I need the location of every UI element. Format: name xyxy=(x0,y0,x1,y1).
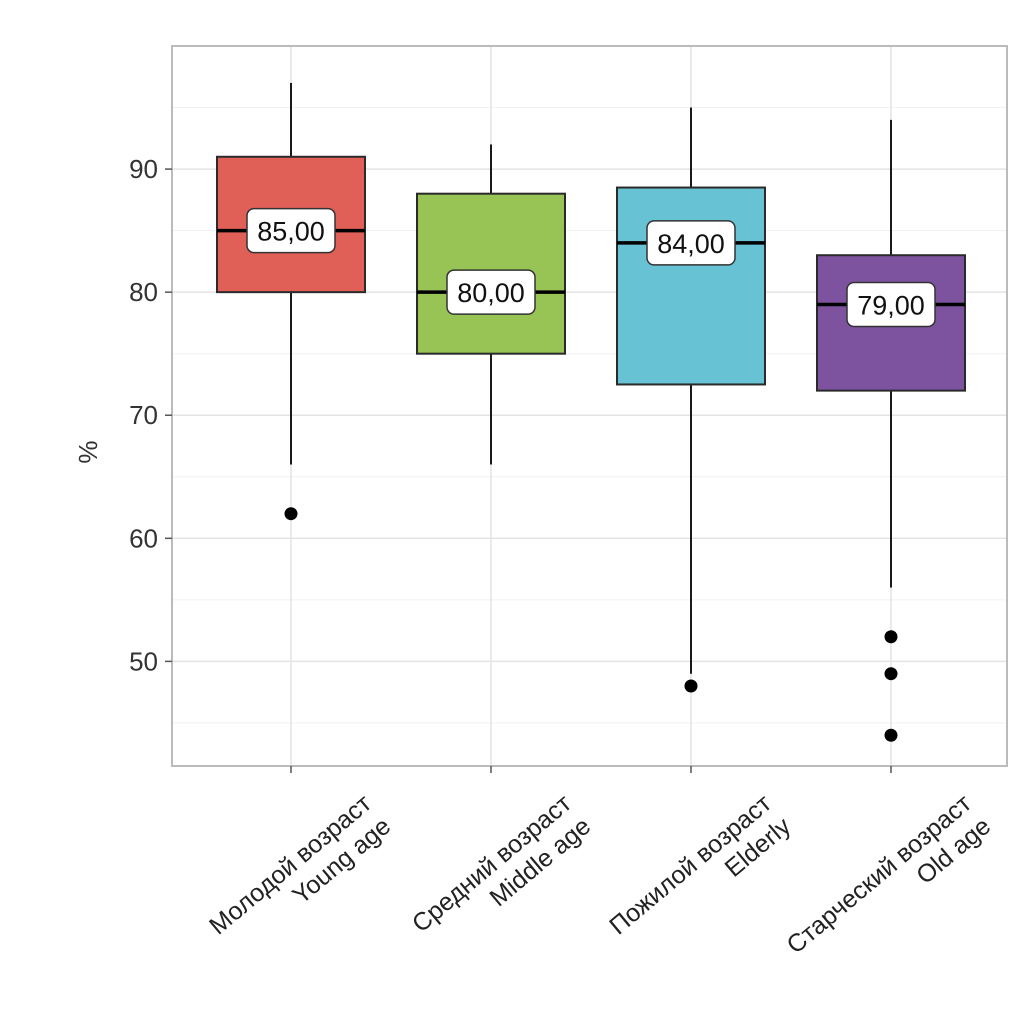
y-tick-label-50: 50 xyxy=(129,646,158,676)
outlier-point xyxy=(284,507,298,521)
median-label-box xyxy=(846,281,936,328)
y-tick-label-70: 70 xyxy=(129,400,158,430)
median-label-text: 79,00 xyxy=(857,290,925,320)
median-label: 84,00 xyxy=(646,220,736,266)
median-label: 80,00 xyxy=(446,269,536,315)
y-axis: 50 60 70 80 90 xyxy=(129,154,172,676)
y-tick-label-80: 80 xyxy=(129,277,158,307)
median-label-text: 80,00 xyxy=(457,278,525,308)
box-rect xyxy=(616,186,766,386)
outlier-point xyxy=(884,728,898,742)
outlier-point xyxy=(684,679,698,693)
median-label-box xyxy=(446,269,536,315)
median-label: 79,00 xyxy=(846,281,936,328)
outlier-point xyxy=(884,630,898,644)
category-label-ru: Старческий возраст xyxy=(781,789,977,960)
y-axis-title: % xyxy=(73,440,103,463)
box-elderly: 84,00 xyxy=(616,107,766,693)
median-label: 85,00 xyxy=(246,207,336,254)
y-tick-label-90: 90 xyxy=(129,154,158,184)
outlier-point xyxy=(884,667,898,681)
median-label-text: 84,00 xyxy=(657,229,725,259)
median-label-text: 85,00 xyxy=(257,217,325,247)
y-tick-label-60: 60 xyxy=(129,523,158,553)
median-label-box xyxy=(246,207,336,254)
box-old: 79,00 xyxy=(816,119,966,742)
median-label-box xyxy=(646,220,736,266)
box-young: 85,00 xyxy=(216,82,366,521)
plot-panel-border xyxy=(171,45,1008,767)
box-middle: 80,00 xyxy=(416,144,566,465)
grid-layer xyxy=(172,46,1007,766)
boxes-layer: 85,00 80,00 84,00 79,00 xyxy=(216,82,966,742)
